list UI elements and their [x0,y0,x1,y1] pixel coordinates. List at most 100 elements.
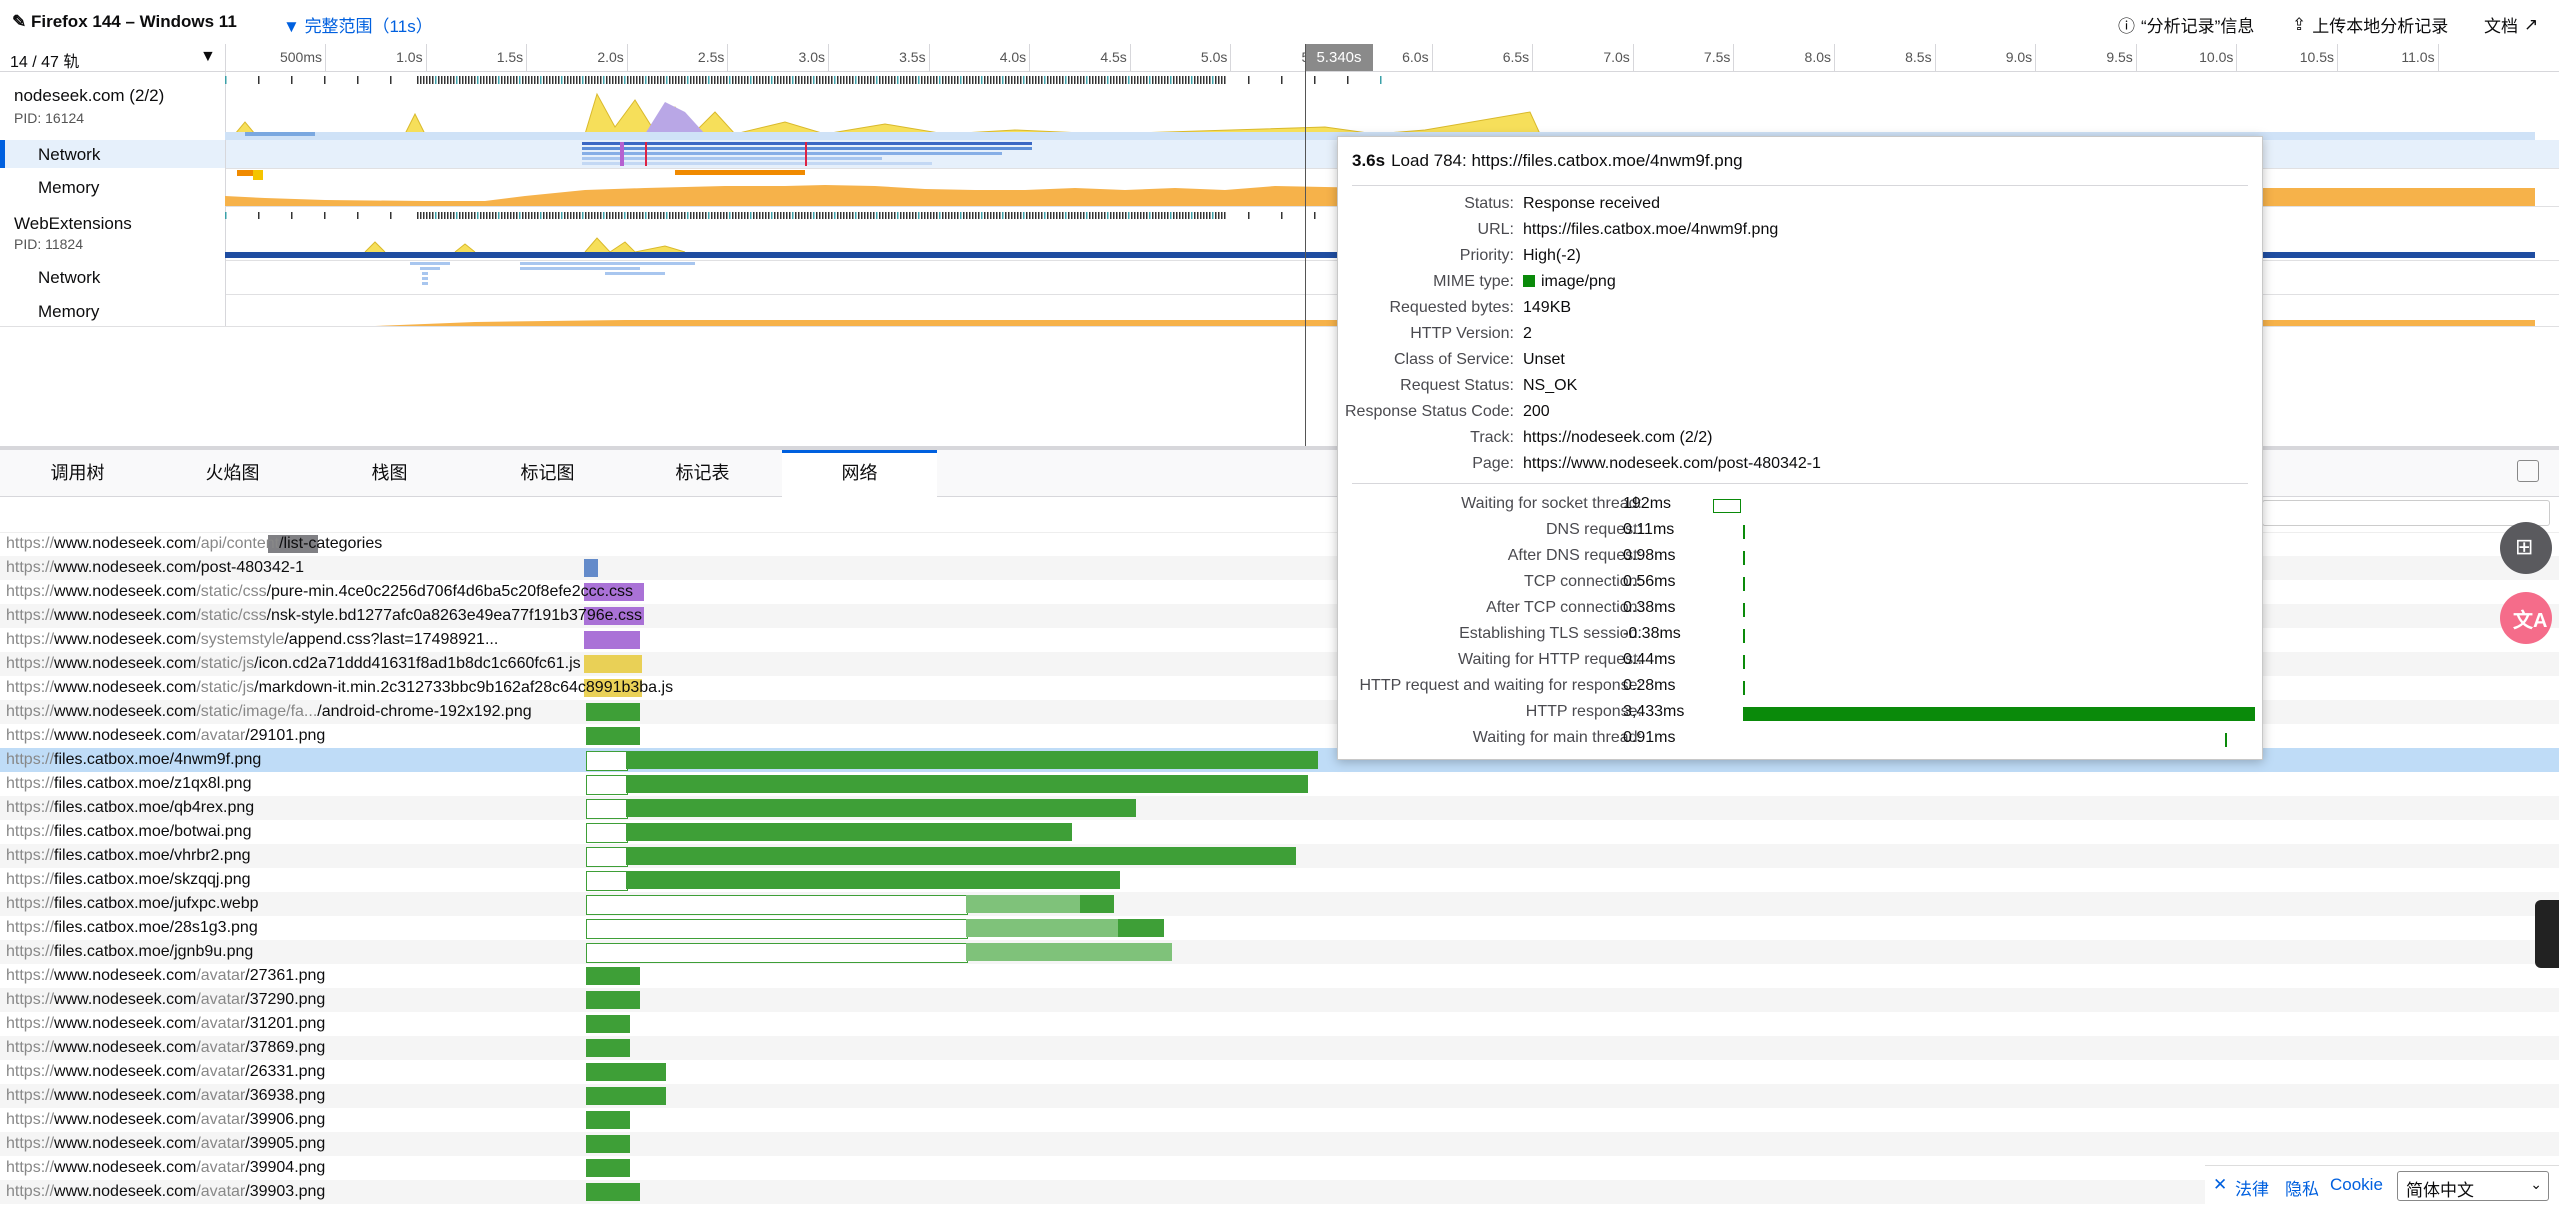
table-row[interactable]: https://www.nodeseek.com/avatar/31201.pn… [0,1012,2559,1036]
track-label[interactable]: Network [0,140,226,168]
url-host: files.catbox.moe [54,919,170,936]
request-url: https://files.catbox.moe/4nwm9f.png [6,748,261,772]
table-row[interactable]: https://www.nodeseek.com/avatar/39905.pn… [0,1132,2559,1156]
tooltip-header: 3.6s Load 784: https://files.catbox.moe/4… [1352,151,1743,171]
track-label[interactable]: nodeseek.com (2/2) PID: 16124 [0,72,226,140]
field-key: Track: [1470,429,1514,446]
table-row[interactable]: https://www.nodeseek.com/avatar/37869.pn… [0,1036,2559,1060]
track-network-2[interactable]: Network [0,260,2559,295]
track-name: Memory [38,302,100,321]
request-timing-bar [584,655,642,673]
url-path: /skzqqj.png [169,871,251,888]
request-timing-bar [584,583,644,601]
url-path-dim: /avatar [196,967,246,984]
track-label[interactable]: WebExtensions PID: 11824 [0,206,226,260]
tab-call-tree[interactable]: 调用树 [50,463,105,483]
url-pre: https:// [6,1087,55,1104]
tab-flame-graph[interactable]: 火焰图 [205,463,260,483]
time-tick-label: 2.5s [697,49,725,65]
activity-graph[interactable] [225,72,2535,140]
url-path: /z1qx8l.png [169,775,252,792]
url-path-dim: /api/content [196,535,280,552]
timing-value: 0.98ms [1623,547,1676,564]
time-tick-label: 1.5s [496,49,524,65]
upload-button[interactable]: ⇪ 上传本地分析记录 [2292,12,2448,37]
table-row[interactable]: https://files.catbox.moe/skzqqj.png [0,868,2559,892]
time-tick-label: 3.0s [798,49,825,65]
profile-info-button[interactable]: ⓘ “分析记录”信息 [2118,12,2254,37]
range-breadcrumb[interactable]: ▼ 完整范围（11s） [283,17,433,36]
table-row[interactable]: https://www.nodeseek.com/avatar/39903.pn… [0,1180,2559,1204]
sample-markers [225,76,1382,84]
tooltip-field: Request Status: NS_OK [1338,377,2262,403]
network-graph[interactable] [225,260,2535,294]
table-row[interactable]: https://www.nodeseek.com/static/css/pure… [0,580,2559,604]
timing-bar [2225,733,2227,747]
table-row[interactable]: https://www.nodeseek.com/avatar/39906.pn… [0,1108,2559,1132]
table-row[interactable]: https://files.catbox.moe/z1qx8l.png [0,772,2559,796]
track-label[interactable]: Memory [0,168,226,206]
translate-button[interactable]: 文A [2500,592,2552,644]
app-grid-button[interactable]: ⊞ [2500,522,2552,574]
table-row[interactable]: https://www.nodeseek.com/avatar/39904.pn… [0,1156,2559,1180]
app-title[interactable]: ✎ Firefox 144 – Windows 11 [12,12,237,31]
table-row[interactable]: https://www.nodeseek.com/avatar/36938.pn… [0,1084,2559,1108]
table-row[interactable]: https://www.nodeseek.com/avatar/37290.pn… [0,988,2559,1012]
url-pre: https:// [6,871,55,888]
docs-label: 文档 [2484,17,2518,36]
side-handle[interactable] [2535,900,2559,968]
table-row[interactable]: https://files.catbox.moe/vhrbr2.png [0,844,2559,868]
close-icon[interactable]: ✕ [2213,1175,2228,1194]
tab-marker-table[interactable]: 标记表 [675,463,730,483]
tooltip-field: Status: Response received [1338,195,2262,221]
table-row[interactable]: https://files.catbox.moe/4nwm9f.png [0,748,2559,772]
table-row[interactable]: https://www.nodeseek.com/avatar/29101.pn… [0,724,2559,748]
url-pre: https:// [6,967,55,984]
url-host: www.nodeseek.com [54,631,197,648]
url-path-dim: /avatar [196,1135,246,1152]
sidebar-toggle-icon[interactable] [2517,460,2539,482]
request-timing-bar [268,535,318,553]
table-row[interactable]: https://files.catbox.moe/jgnb9u.png [0,940,2559,964]
field-key: Status: [1464,195,1514,212]
network-graph[interactable] [225,140,2535,168]
request-timing-bar [586,1015,630,1033]
table-row[interactable]: https://www.nodeseek.com/static/js/markd… [0,676,2559,700]
table-row[interactable]: https://www.nodeseek.com/systemstyle/app… [0,628,2559,652]
timing-bar [1743,655,1745,669]
track-count-dropdown[interactable]: 14 / 47 轨 ▼ [0,44,226,72]
url-pre: https:// [6,583,55,600]
tab-stack-chart[interactable]: 栈图 [371,463,408,483]
url-pre: https:// [6,1015,55,1032]
table-row[interactable]: https://www.nodeseek.com/avatar/26331.pn… [0,1060,2559,1084]
table-row[interactable]: https://files.catbox.moe/botwai.png [0,820,2559,844]
filter-input[interactable] [2262,500,2550,526]
privacy-link[interactable]: 隐私 [2285,1180,2319,1199]
table-row[interactable]: https://files.catbox.moe/qb4rex.png [0,796,2559,820]
table-row[interactable]: https://files.catbox.moe/jufxpc.webp [0,892,2559,916]
track-label[interactable]: Network [0,260,226,294]
docs-link[interactable]: 文档 ↗ [2484,12,2538,37]
url-host: www.nodeseek.com [54,655,197,672]
request-url: https://files.catbox.moe/skzqqj.png [6,868,251,892]
track-label[interactable]: Memory [0,294,226,326]
track-nodeseek[interactable]: nodeseek.com (2/2) PID: 16124 [0,72,2559,141]
table-row[interactable]: https://files.catbox.moe/28s1g3.png [0,916,2559,940]
legal-link[interactable]: 法律 [2235,1180,2269,1199]
request-timing-bar [586,1135,630,1153]
cookie-link[interactable]: Cookie [2330,1175,2383,1194]
tab-marker-chart[interactable]: 标记图 [520,463,575,483]
url-pre: https:// [6,703,55,720]
tab-network[interactable]: 网络 [782,450,937,499]
table-row[interactable]: https://www.nodeseek.com/avatar/27361.pn… [0,964,2559,988]
url-path: /39905.png [245,1135,326,1152]
time-tick-label: 7.0s [1603,49,1630,65]
field-value: image/png [1541,273,1616,290]
request-url: https://www.nodeseek.com/static/js/icon.… [6,652,581,676]
time-ruler[interactable]: 500ms 1.0s 1.5s 2.0s 2.5s 3.0s 3.5s 4.0s 4.5s 5.0… [225,44,2559,72]
language-select[interactable]: 简体中文 ⌄ [2397,1171,2549,1201]
request-timing-bar [586,967,640,985]
url-path-dim: /avatar [196,1111,246,1128]
request-timing-bar [586,823,628,843]
table-row[interactable]: https://www.nodeseek.com/api/content/lis… [0,532,2559,556]
